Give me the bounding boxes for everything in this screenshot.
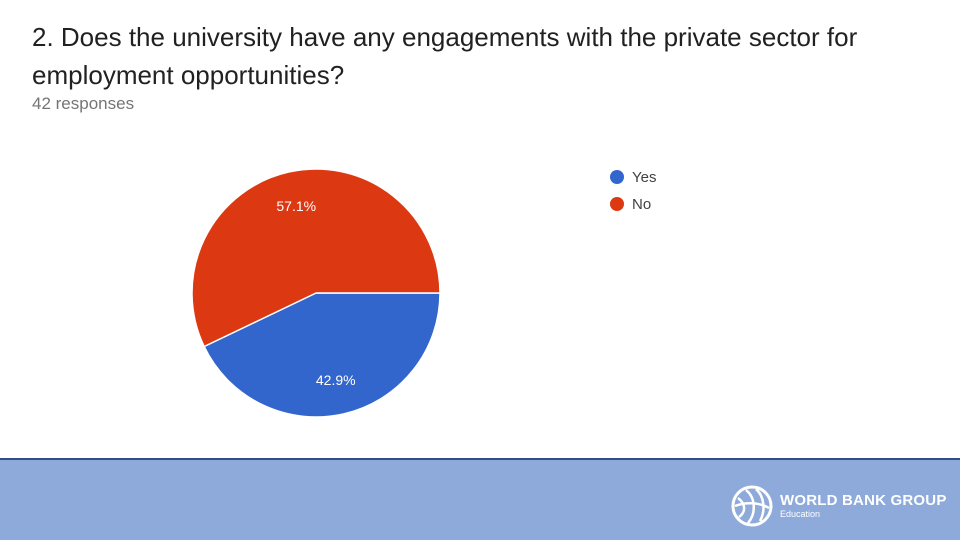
globe-icon: [731, 485, 773, 527]
pie-labels: 42.9% 57.1%: [276, 198, 355, 388]
question-title: 2. Does the university have any engageme…: [32, 22, 858, 90]
pie-chart: 42.9% 57.1% Yes No: [191, 168, 656, 418]
response-count: 42 responses: [32, 94, 135, 113]
logo-name: WORLD BANK GROUP: [780, 492, 947, 509]
world-bank-logo: WORLD BANK GROUP Education: [730, 484, 947, 528]
legend-label-no: No: [632, 196, 651, 213]
pie-slice-yes: [203, 292, 441, 418]
legend-marker-yes: [610, 170, 624, 184]
legend-label-yes: Yes: [632, 169, 656, 186]
pie-label-no: 57.1%: [276, 198, 316, 214]
pie-slices: [191, 168, 441, 418]
footer-bar: [0, 458, 960, 540]
pie-slice-no: [191, 168, 441, 348]
legend-marker-no: [610, 197, 624, 211]
pie-label-yes: 42.9%: [316, 372, 356, 388]
chart-legend: Yes No: [610, 169, 656, 213]
logo-subtitle: Education: [780, 509, 821, 519]
